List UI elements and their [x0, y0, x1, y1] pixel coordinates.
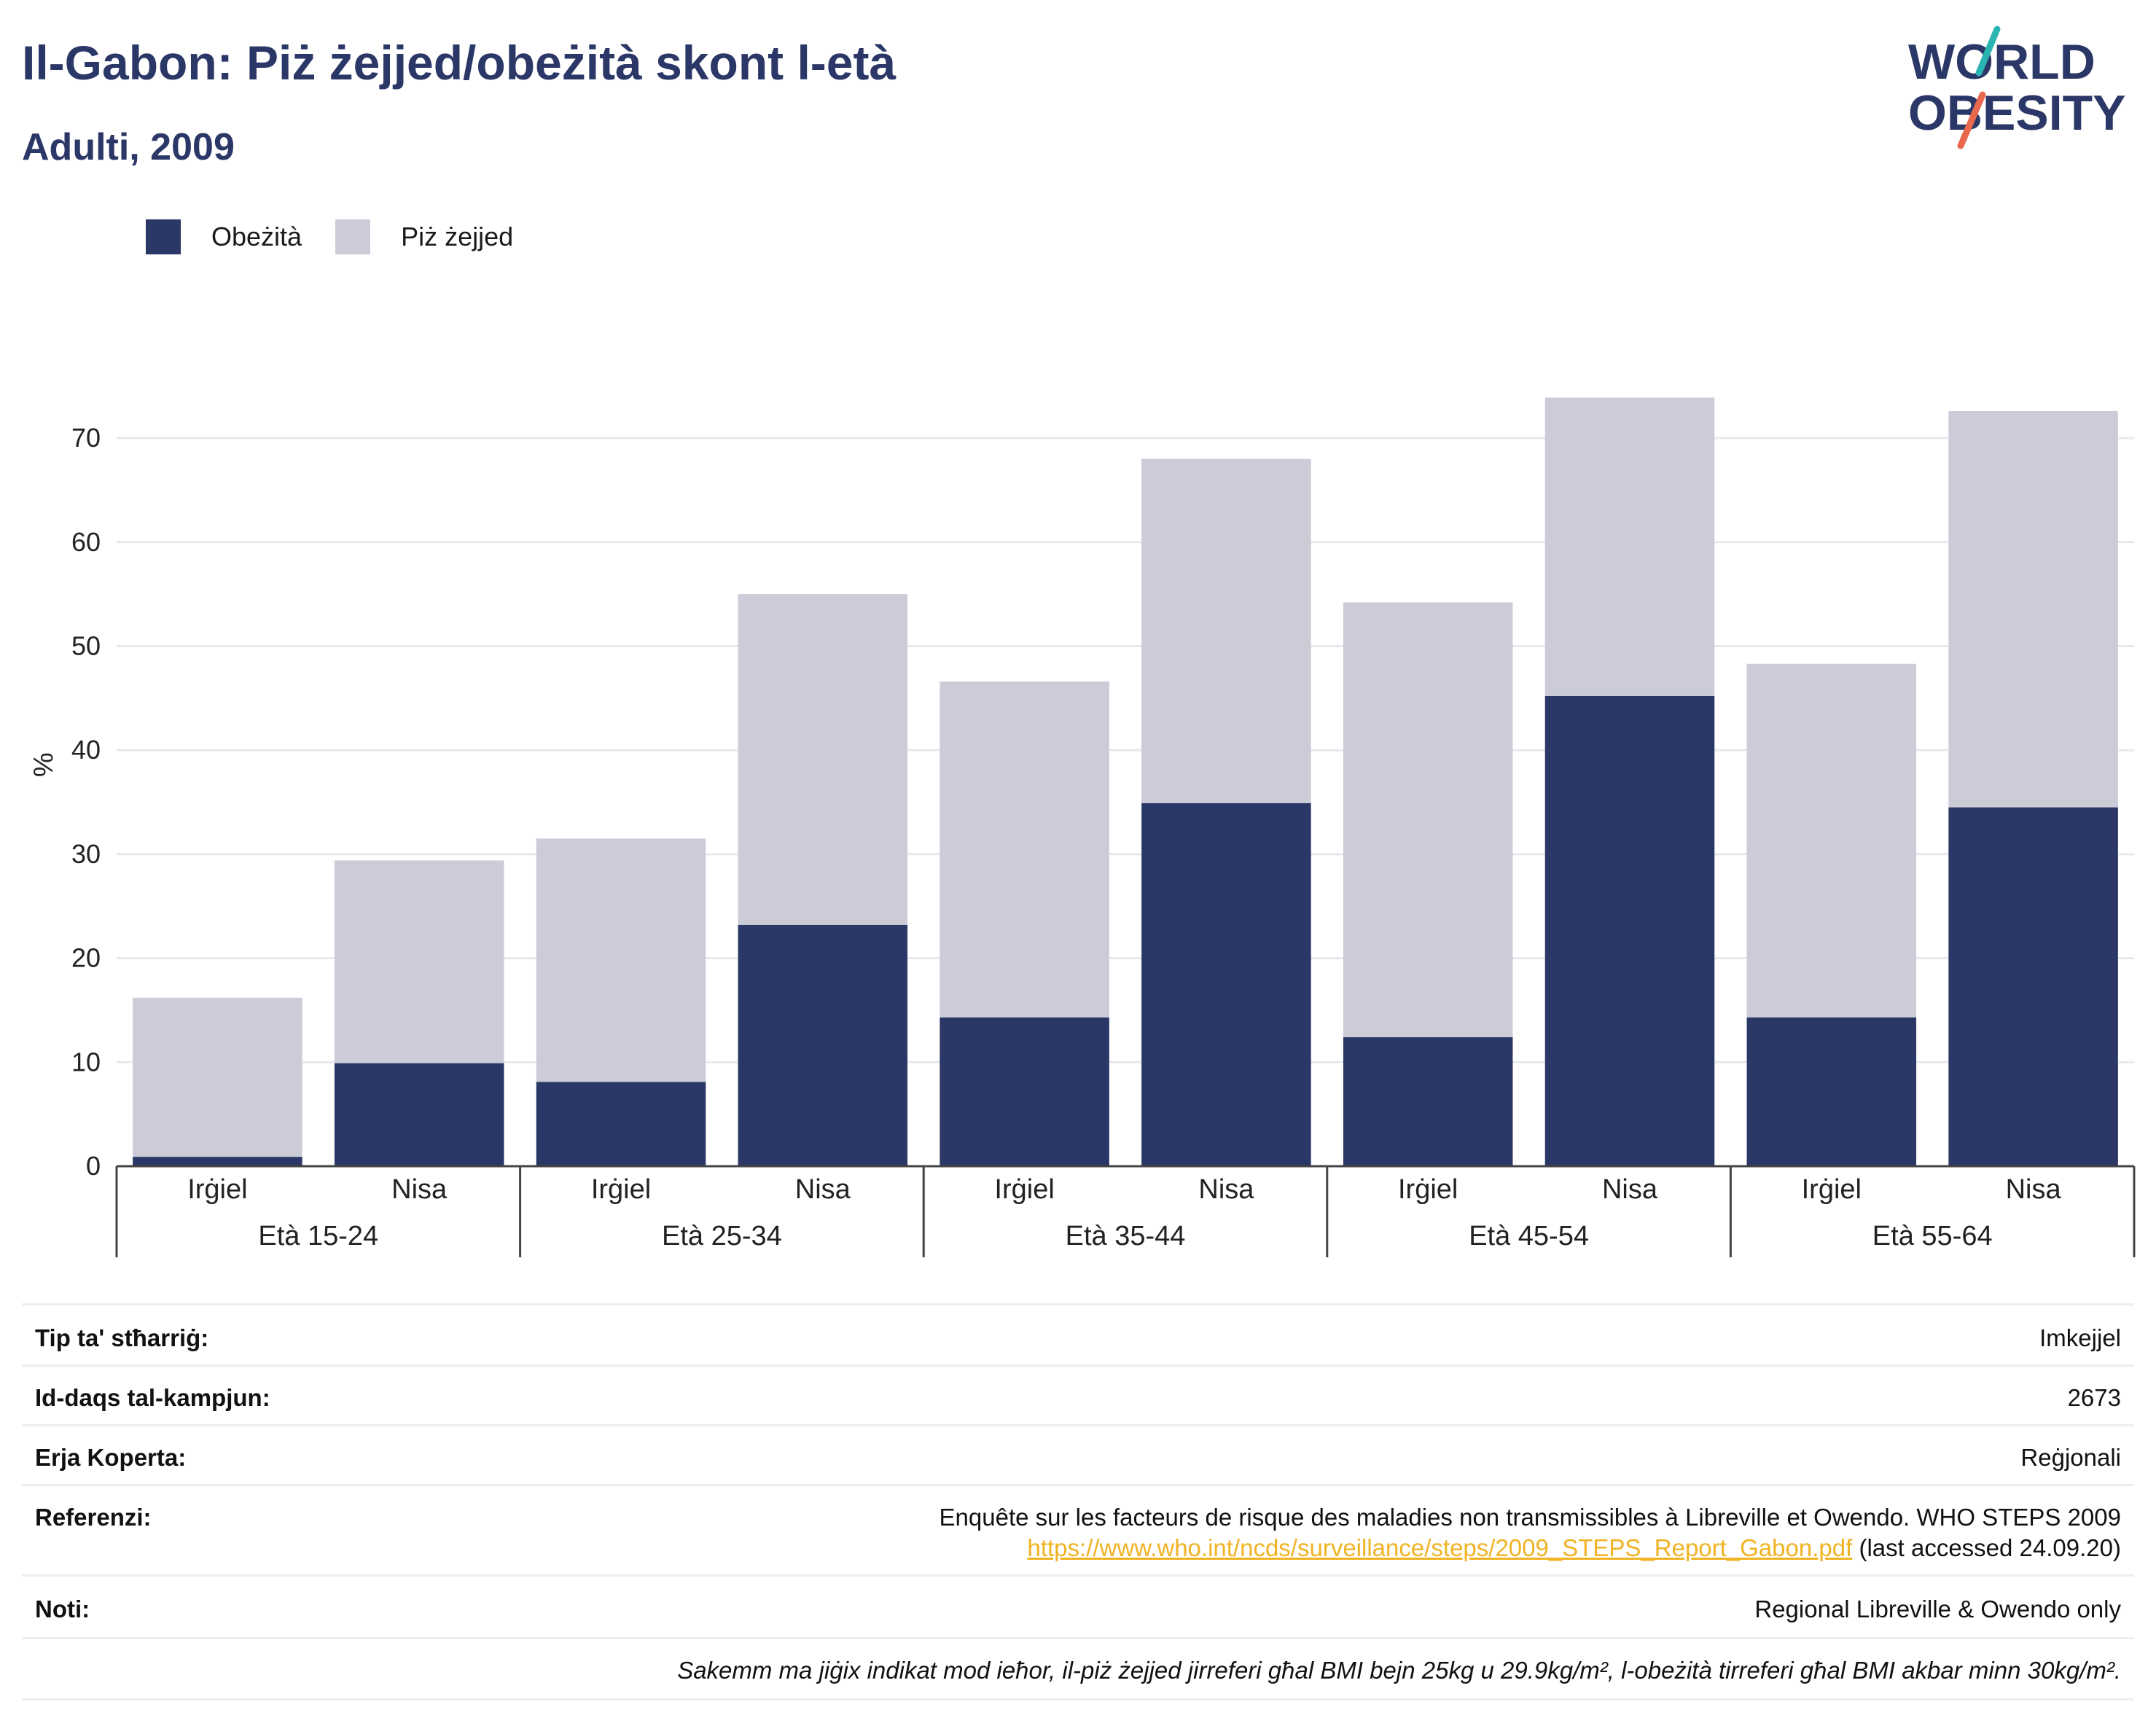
- legend-label-overweight: Piż żejjed: [401, 222, 514, 251]
- x-category-label: Nisa: [1198, 1174, 1254, 1205]
- world-obesity-logo: WORLD OBESITY: [1895, 22, 2143, 153]
- bar-obesity: [940, 1017, 1109, 1166]
- y-tick-label: 50: [71, 631, 101, 661]
- sample-size-value: 2673: [2067, 1384, 2121, 1411]
- bar-obesity: [334, 1063, 504, 1166]
- y-tick-label: 10: [71, 1047, 101, 1077]
- sample-size-label: Id-daqs tal-kampjun:: [35, 1384, 270, 1411]
- survey-type-value: Imkejjel: [2039, 1324, 2121, 1351]
- y-tick-label: 60: [71, 527, 101, 557]
- x-category-label: Irġiel: [591, 1174, 651, 1205]
- y-axis-label: %: [28, 752, 59, 777]
- chart-legend: Obeżità Piż żejjed: [146, 219, 547, 255]
- references-link[interactable]: https://www.who.int/ncds/surveillance/st…: [1027, 1534, 1853, 1561]
- legend-item-obesity: Obeżità: [146, 219, 302, 254]
- info-row-survey-type: Tip ta' stħarriġ: Imkejjel: [22, 1303, 2134, 1364]
- info-row-footnote: Sakemm ma jiġix indikat mod ieħor, il-pi…: [22, 1637, 2134, 1698]
- bar-obesity: [1141, 802, 1311, 1166]
- legend-item-overweight: Piż żejjed: [335, 219, 513, 254]
- x-group-label: Età 25-34: [662, 1221, 782, 1251]
- bar-obesity: [1746, 1017, 1917, 1166]
- x-category-label: Nisa: [2006, 1174, 2062, 1205]
- stacked-bar-chart: 0 10 20 30 40 50 60 70% Irġiel Nisa Irġiel Nisa Irġi…: [28, 397, 2136, 1257]
- legend-swatch-overweight: [335, 219, 371, 254]
- logo-slash-teal: [1975, 26, 2001, 77]
- bar-overweight: [1141, 458, 1311, 803]
- bar-overweight: [738, 594, 908, 925]
- legend-label-obesity: Obeżità: [211, 222, 302, 251]
- bar-overweight: [536, 838, 706, 1082]
- y-tick-label: 40: [71, 735, 101, 765]
- page-subtitle: Adulti, 2009: [22, 126, 235, 168]
- logo-line-2: OBESITY: [1908, 85, 2126, 141]
- bar-obesity: [738, 924, 908, 1166]
- references-text: Enquête sur les facteurs de risque des m…: [939, 1504, 2121, 1531]
- x-group-label: Età 15-24: [258, 1221, 378, 1251]
- bar-obesity: [536, 1082, 706, 1166]
- x-category-label: Nisa: [391, 1174, 448, 1205]
- bar-overweight: [1948, 410, 2118, 808]
- x-group-label: Età 55-64: [1872, 1221, 1993, 1251]
- bar-overweight: [1343, 602, 1513, 1038]
- y-tick-label: 0: [86, 1151, 101, 1181]
- x-category-label: Nisa: [1602, 1174, 1658, 1205]
- x-group-label: Età 45-54: [1469, 1221, 1589, 1251]
- x-category-label: Irġiel: [1398, 1174, 1458, 1205]
- x-category-label: Nisa: [795, 1174, 851, 1205]
- info-row-area: Erja Koperta: Reġjonali: [22, 1424, 2134, 1484]
- y-tick-label: 70: [71, 423, 101, 453]
- bar-obesity: [133, 1157, 302, 1166]
- references-accessed: (last accessed 24.09.20): [1852, 1534, 2121, 1561]
- bar-overweight: [133, 997, 302, 1157]
- bar-obesity: [1544, 695, 1715, 1166]
- x-group-label: Età 35-44: [1066, 1221, 1186, 1251]
- survey-type-label: Tip ta' stħarriġ:: [35, 1324, 209, 1351]
- notes-value: Regional Libreville & Owendo only: [1754, 1596, 2121, 1622]
- logo-slash-coral: [1957, 91, 1986, 149]
- bar-overweight: [334, 860, 504, 1063]
- references-label: Referenzi:: [35, 1504, 152, 1531]
- info-row-notes: Noti: Regional Libreville & Owendo only: [22, 1574, 2134, 1637]
- x-category-label: Irġiel: [1802, 1174, 1862, 1205]
- area-label: Erja Koperta:: [35, 1444, 187, 1471]
- bar-obesity: [1343, 1037, 1513, 1166]
- bar-overweight: [940, 682, 1109, 1018]
- page-title: Il-Gabon: Piż żejjed/obeżità skont l-età: [22, 36, 897, 90]
- info-table: Tip ta' stħarriġ: Imkejjel Id-daqs tal-k…: [22, 1303, 2134, 1700]
- bar-overweight: [1544, 397, 1715, 696]
- bar-overweight: [1746, 663, 1917, 1018]
- footnote-text: Sakemm ma jiġix indikat mod ieħor, il-pi…: [677, 1657, 2121, 1684]
- references-line-2: https://www.who.int/ncds/surveillance/st…: [1027, 1534, 2121, 1562]
- x-category-label: Irġiel: [187, 1174, 247, 1205]
- info-row-references: Referenzi: Enquête sur les facteurs de r…: [22, 1484, 2134, 1574]
- x-category-label: Irġiel: [994, 1174, 1054, 1205]
- notes-label: Noti:: [35, 1596, 90, 1622]
- legend-swatch-obesity: [146, 219, 181, 254]
- info-row-sample-size: Id-daqs tal-kampjun: 2673: [22, 1364, 2134, 1424]
- y-tick-label: 30: [71, 839, 101, 869]
- y-tick-label: 20: [71, 943, 101, 973]
- logo-line-1: WORLD: [1908, 34, 2096, 90]
- area-value: Reġjonali: [2020, 1444, 2121, 1471]
- table-bottom-border: [22, 1698, 2134, 1700]
- bar-obesity: [1948, 807, 2118, 1166]
